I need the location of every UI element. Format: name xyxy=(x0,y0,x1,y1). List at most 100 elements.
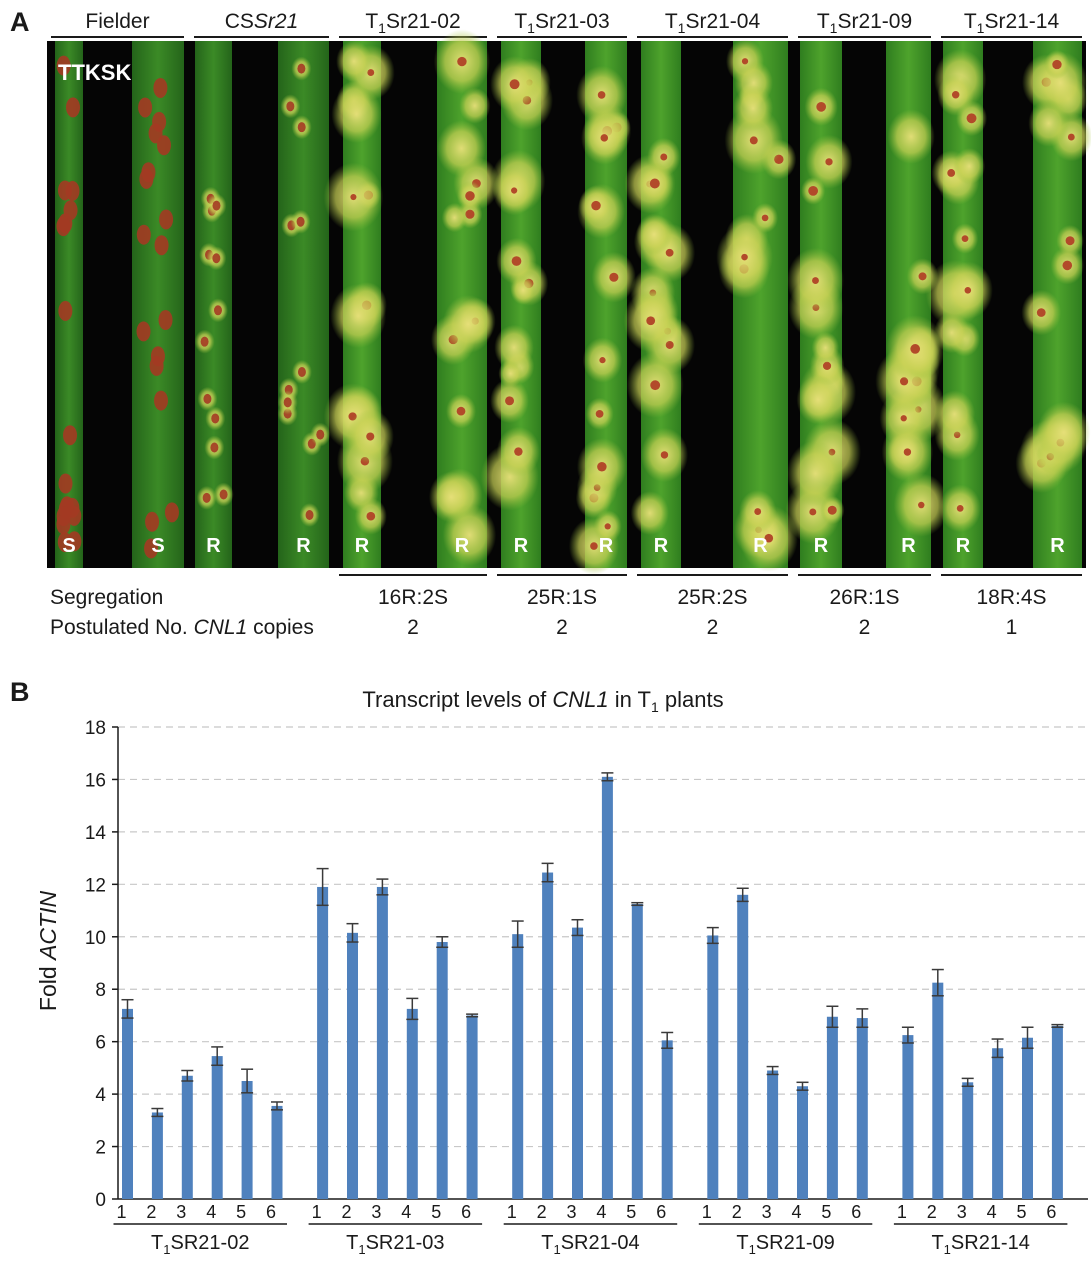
reaction-letter: R xyxy=(206,535,221,557)
x-category-label: 3 xyxy=(762,1202,772,1222)
panel-b: B Transcript levels of CNL1 in T1 plants… xyxy=(10,677,1088,1257)
bar xyxy=(406,1008,418,1199)
chart-title: Transcript levels of CNL1 in T1 plants xyxy=(362,687,723,715)
reaction-letter: R xyxy=(355,535,370,557)
bar xyxy=(767,1070,779,1199)
copies-value: 2 xyxy=(407,616,419,639)
bar xyxy=(992,1048,1004,1199)
x-category-label: 6 xyxy=(266,1202,276,1222)
x-category-label: 2 xyxy=(146,1202,156,1222)
y-tick-label: 8 xyxy=(95,980,106,1001)
isolate-label: TTKSK xyxy=(58,60,131,85)
segregation-value: 25R:1S xyxy=(527,586,597,609)
y-tick-label: 16 xyxy=(85,770,106,791)
bar xyxy=(737,894,749,1199)
bar xyxy=(122,1008,133,1199)
leaf: R xyxy=(1015,41,1091,568)
bar xyxy=(241,1081,253,1199)
reaction-letter: R xyxy=(956,535,971,557)
leaf: S xyxy=(132,41,184,568)
bar xyxy=(181,1075,193,1199)
y-tick-label: 10 xyxy=(85,928,106,949)
bar xyxy=(436,942,448,1199)
panel-a-letter: A xyxy=(10,7,30,37)
panel-b-letter: B xyxy=(10,677,30,707)
bar xyxy=(797,1086,808,1199)
leaf: R xyxy=(480,41,554,568)
copies-row-label: Postulated No. CNL1 copies xyxy=(50,616,314,639)
reaction-letter: S xyxy=(62,535,75,557)
x-category-label: 5 xyxy=(1016,1202,1026,1222)
x-category-label: 6 xyxy=(656,1202,666,1222)
x-category-label: 2 xyxy=(341,1202,351,1222)
leaf: R xyxy=(875,41,949,568)
x-category-label: 1 xyxy=(897,1202,907,1222)
leaf: R xyxy=(925,41,993,568)
bar xyxy=(932,982,944,1199)
panel-a: A Fielder CSSr21 T1Sr21-02 T1Sr21-03 T1Sr21-… xyxy=(10,7,1091,639)
bar xyxy=(572,927,583,1199)
bar xyxy=(856,1018,868,1199)
x-category-label: 4 xyxy=(206,1202,216,1222)
x-category-label: 3 xyxy=(176,1202,186,1222)
bar xyxy=(601,776,613,1199)
reaction-letter: R xyxy=(753,535,768,557)
x-category-label: 1 xyxy=(312,1202,322,1222)
x-category-label: 4 xyxy=(596,1202,606,1222)
bar xyxy=(271,1105,283,1199)
copies-value: 1 xyxy=(1006,616,1018,639)
bar xyxy=(512,934,524,1199)
y-tick-label: 18 xyxy=(85,718,106,739)
reaction-letter: R xyxy=(901,535,916,557)
x-category-label: 4 xyxy=(401,1202,411,1222)
bar xyxy=(631,904,643,1199)
line-label-T1Sr21-03: T1Sr21-03 xyxy=(514,10,609,36)
x-category-label: 3 xyxy=(957,1202,967,1222)
copies-value: 2 xyxy=(707,616,719,639)
leaf: R xyxy=(568,41,636,575)
bar xyxy=(962,1082,974,1199)
leaf: R xyxy=(785,41,862,568)
x-category-label: 2 xyxy=(927,1202,937,1222)
reaction-letter: R xyxy=(514,535,529,557)
reaction-letter: S xyxy=(151,535,164,557)
x-category-label: 5 xyxy=(431,1202,441,1222)
bar xyxy=(902,1035,914,1199)
segregation-value: 16R:2S xyxy=(378,586,448,609)
x-category-label: 1 xyxy=(702,1202,712,1222)
line-label-T1Sr21-02: T1Sr21-02 xyxy=(365,10,460,36)
reaction-letter: R xyxy=(296,535,311,557)
leaf: R xyxy=(277,41,331,568)
bar xyxy=(376,886,388,1199)
segregation-row-label: Segregation xyxy=(50,586,163,609)
line-label-T1Sr21-09: T1Sr21-09 xyxy=(817,10,912,36)
x-category-label: 6 xyxy=(851,1202,861,1222)
y-tick-label: 14 xyxy=(85,823,107,844)
copies-value: 2 xyxy=(556,616,568,639)
x-category-label: 5 xyxy=(821,1202,831,1222)
bar xyxy=(211,1056,223,1199)
line-labels: Fielder CSSr21 T1Sr21-02 T1Sr21-03 T1Sr21-04… xyxy=(51,10,1082,38)
bar xyxy=(347,932,358,1199)
y-tick-label: 4 xyxy=(95,1085,106,1106)
line-label-T1Sr21-04: T1Sr21-04 xyxy=(665,10,761,36)
bar xyxy=(317,886,329,1199)
y-tick-label: 12 xyxy=(85,875,106,896)
reaction-letter: R xyxy=(1050,535,1065,557)
x-category-label: 2 xyxy=(537,1202,547,1222)
x-category-label: 4 xyxy=(791,1202,801,1222)
leaf: S xyxy=(55,41,83,568)
leaf: R xyxy=(623,41,696,568)
copies-value: 2 xyxy=(859,616,871,639)
x-category-label: 4 xyxy=(987,1202,997,1222)
group-label: T1SR21-14 xyxy=(931,1232,1029,1257)
leaf: R xyxy=(194,41,234,568)
